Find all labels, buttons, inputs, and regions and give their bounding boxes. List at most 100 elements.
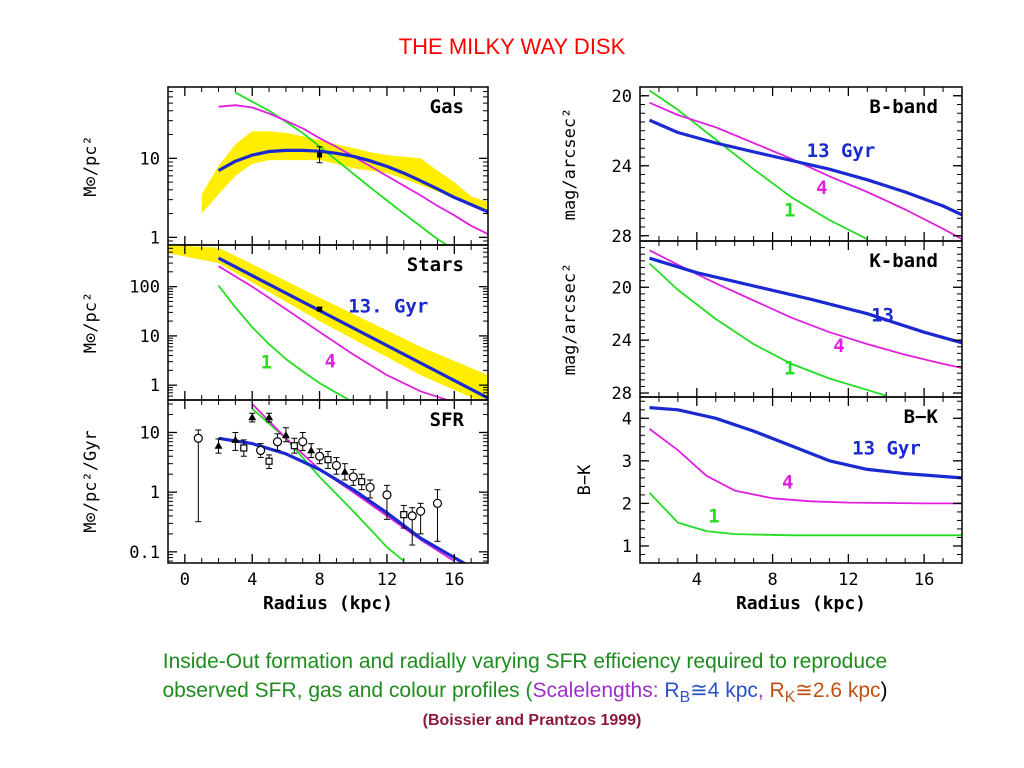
x-axis: 4 8 12 16 Radius (kpc) [639, 397, 963, 614]
data-point [416, 502, 426, 535]
y-tick-label: 28 [612, 384, 632, 404]
observed-range-band [168, 245, 488, 400]
caption-close: ) [880, 679, 888, 702]
data-point [316, 146, 323, 164]
y-tick-label: 0.1 [129, 543, 160, 563]
panel-label: B-band [869, 96, 938, 118]
y-tick-label: 10 [140, 149, 160, 169]
y-axis: 1 10 [140, 86, 488, 248]
y-axis-label: M⊙/pc²/Gyr [81, 430, 101, 532]
model-curve-1 [217, 285, 352, 400]
plot-area [648, 406, 962, 537]
rk-scalelength: RK≅2.6 kpc [769, 679, 881, 707]
data-point [324, 450, 332, 469]
curve-annotation: 4 [833, 335, 844, 357]
x-tick-label: 8 [767, 570, 777, 590]
y-tick-label: 1 [622, 537, 632, 557]
plot-area [648, 249, 962, 397]
y-tick-label: 24 [612, 331, 632, 351]
citation: (Boissier and Prantzos 1999) [422, 712, 642, 729]
plot-area [201, 91, 488, 245]
data-point [314, 448, 325, 465]
data-point [240, 439, 248, 457]
curve-annotation: 13 Gyr [852, 437, 921, 459]
x-tick-label: 12 [838, 570, 858, 590]
x-axis [639, 241, 963, 397]
y-tick-label: 1 [150, 483, 160, 503]
model-curve-4 [218, 265, 451, 400]
rb-scalelength: RB≅4 kpc [664, 679, 758, 707]
caption-separator: , [757, 679, 770, 702]
data-point [281, 427, 290, 443]
x-tick-label: 0 [180, 570, 190, 590]
curve-annotation: 1 [261, 351, 272, 373]
model-curve-4-gyr [218, 104, 488, 235]
y-tick-label: 3 [622, 452, 632, 472]
data-point [256, 443, 266, 459]
model-curve-13-gyr [217, 256, 488, 400]
data-point [298, 431, 308, 451]
slide-title: THE MILKY WAY DISK [398, 34, 626, 59]
panel-label: SFR [430, 409, 465, 431]
model-curve-13 [649, 256, 962, 345]
curve-annotation: 13 [871, 305, 894, 327]
x-tick-label: 4 [247, 570, 257, 590]
y-axis: 0.1 1 10 [129, 403, 488, 563]
gas-panel: 1 10 M⊙/pc² Gas [81, 86, 489, 248]
y-axis-label: B−K [575, 464, 595, 495]
y-axis: 1 2 3 4 [622, 400, 962, 564]
model-curve-13-gyr [649, 406, 962, 480]
observed-range-band [201, 131, 488, 214]
data-point [400, 504, 408, 529]
stars-panel: 1 10 100 M⊙/pc² Stars 13. Gyr 4 1 [81, 244, 489, 401]
x-tick-label: 16 [444, 570, 464, 590]
x-tick-label: 8 [314, 570, 324, 590]
data-point [365, 479, 375, 499]
x-axis [639, 87, 963, 241]
caption-line1: Inside-Out formation and radially varyin… [162, 650, 888, 673]
model-curve-1 [648, 89, 868, 241]
caption-line2: observed SFR, gas and colour profiles (S… [0, 678, 1024, 707]
y-tick-label: 1 [150, 376, 160, 396]
y-tick-label: 100 [129, 278, 160, 298]
curve-annotation: 1 [708, 506, 719, 528]
y-axis: 1 10 100 [129, 244, 488, 401]
x-axis: 0 4 8 12 16 Radius (kpc) [167, 400, 489, 614]
y-tick-label: 1 [150, 228, 160, 248]
data-point [290, 437, 298, 454]
model-curve-1 [648, 492, 962, 537]
data-point [307, 443, 316, 459]
model-curve-1-gyr [234, 91, 449, 245]
data-point [248, 412, 257, 423]
sfr-panel: 0.1 1 10 0 4 8 12 16 Radius (kpc) M⊙/pc²/Gyr SFR [81, 399, 489, 614]
y-tick-label: 10 [140, 327, 160, 347]
data-point [231, 431, 240, 451]
panel-frame [167, 399, 489, 564]
x-axis-label: Radius (kpc) [263, 593, 393, 614]
x-tick-label: 12 [377, 570, 397, 590]
plot-area [193, 403, 467, 563]
data-point [272, 433, 283, 451]
model-curve-4 [648, 428, 962, 505]
curve-annotation: 1 [784, 358, 795, 380]
y-tick-label: 4 [622, 409, 632, 429]
x-axis-label: Radius (kpc) [736, 593, 866, 614]
data-point [265, 454, 273, 469]
y-axis: 20 24 28 [612, 240, 962, 404]
data-point [358, 473, 366, 491]
y-tick-label: 28 [612, 227, 632, 247]
curve-annotation: 4 [782, 472, 793, 494]
y-axis-label: mag/arcsec² [560, 108, 580, 221]
curve-annotation: 1 [784, 200, 795, 222]
y-axis-label: mag/arcsec² [560, 263, 580, 376]
data-point [432, 489, 443, 542]
y-axis-label: M⊙/pc² [81, 135, 101, 196]
model-curve-4 [649, 101, 962, 240]
model-curve-1 [251, 408, 405, 562]
model-curve-1 [648, 262, 887, 397]
y-tick-label: 20 [612, 278, 632, 298]
curve-annotation: 13. Gyr [348, 295, 428, 317]
panel-label: B−K [904, 406, 939, 428]
